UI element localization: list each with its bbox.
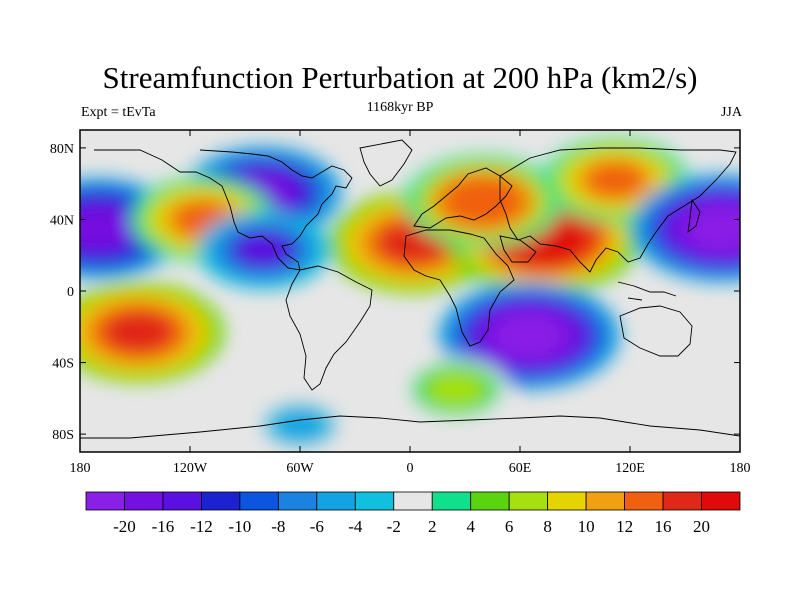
feature-11 bbox=[402, 357, 510, 422]
season-label: JJA bbox=[720, 105, 742, 120]
x-tick-label-1: 120W bbox=[173, 461, 208, 476]
x-tick-label-3: 0 bbox=[407, 461, 414, 476]
y-tick-label-2: 0 bbox=[67, 285, 74, 300]
feature-10-level-4 bbox=[103, 311, 174, 354]
colorbar-label-3: -10 bbox=[229, 517, 252, 536]
japan-coast bbox=[687, 198, 701, 234]
asia-coast bbox=[499, 147, 737, 273]
colorbar-label-11: 8 bbox=[543, 517, 552, 536]
feature-10 bbox=[80, 281, 224, 383]
colorbar-swatch-6 bbox=[316, 491, 356, 511]
y-tick-label-0: 80N bbox=[50, 142, 74, 157]
feature-12 bbox=[255, 398, 345, 452]
x-tick-label-6: 180 bbox=[730, 461, 751, 476]
colorbar-swatch-5 bbox=[277, 491, 318, 511]
feature-8 bbox=[630, 174, 740, 283]
greenland-coast bbox=[359, 139, 413, 187]
colorbar-swatch-7 bbox=[354, 491, 395, 511]
colorbar-swatch-11 bbox=[508, 491, 549, 511]
feature-12-level-4 bbox=[281, 414, 319, 437]
europe-coast bbox=[413, 167, 513, 229]
colorbar-label-1: -16 bbox=[152, 517, 175, 536]
north-america-coast bbox=[94, 149, 353, 271]
x-tick-label-5: 120E bbox=[615, 461, 645, 476]
maritime-continent-coast bbox=[617, 281, 677, 301]
colorbar-label-12: 10 bbox=[578, 517, 595, 536]
colorbar-swatch-12 bbox=[547, 491, 587, 511]
x-tick-label-2: 60W bbox=[286, 461, 314, 476]
colorbar-swatch-4 bbox=[239, 491, 279, 511]
coastlines bbox=[80, 139, 740, 439]
colorbar-swatch-14 bbox=[624, 491, 664, 511]
feature-7 bbox=[543, 137, 688, 223]
colorbar-label-13: 12 bbox=[616, 517, 633, 536]
colorbar-swatch-2 bbox=[162, 491, 202, 511]
feature-8-level-4 bbox=[683, 205, 740, 251]
colorbar-label-10: 6 bbox=[505, 517, 514, 536]
colorbar-swatch-3 bbox=[201, 491, 241, 511]
y-tick-label-1: 40N bbox=[50, 213, 74, 228]
y-tick-label-4: 80S bbox=[52, 428, 74, 443]
colorbar-label-0: -20 bbox=[113, 517, 136, 536]
colorbar-swatch-1 bbox=[124, 491, 164, 511]
colorbar-swatch-13 bbox=[585, 491, 625, 511]
feature-11-level-4 bbox=[433, 376, 479, 403]
colorbar-label-9: 4 bbox=[466, 517, 475, 536]
time-label: 1168kyr BP bbox=[366, 100, 434, 115]
field-contours bbox=[80, 137, 740, 452]
colorbar-label-7: -2 bbox=[387, 517, 401, 536]
x-tick-label-4: 60E bbox=[509, 461, 532, 476]
colorbar-swatch-10 bbox=[470, 491, 510, 511]
south-america-coast bbox=[285, 265, 373, 391]
colorbar-label-4: -8 bbox=[271, 517, 285, 536]
colorbar-label-15: 20 bbox=[693, 517, 710, 536]
y-tick-label-3: 40S bbox=[52, 357, 74, 372]
colorbar-label-5: -6 bbox=[310, 517, 324, 536]
colorbar-swatch-8 bbox=[393, 491, 433, 511]
colorbar-label-6: -4 bbox=[348, 517, 363, 536]
colorbar: -20 -16 -12 -10 -8 -6 -4 -2 2 4 6 8 10 12 16 20 bbox=[85, 491, 741, 536]
y-axis-ticks: 80N 40N 0 40S 80S bbox=[50, 142, 740, 443]
feature-9 bbox=[438, 281, 621, 390]
colorbar-swatch-16 bbox=[701, 491, 741, 511]
colorbar-swatch-9 bbox=[431, 491, 472, 511]
feature-7-level-4 bbox=[585, 162, 646, 198]
africa-coast bbox=[403, 229, 515, 347]
x-tick-label-0: 180 bbox=[70, 461, 91, 476]
feature-9-level-4 bbox=[491, 313, 567, 359]
page-title: Streamfunction Perturbation at 200 hPa (… bbox=[102, 60, 698, 95]
experiment-label: Expt = tEvTa bbox=[81, 105, 156, 120]
feature-3-level-4 bbox=[235, 233, 291, 267]
colorbar-label-14: 16 bbox=[655, 517, 672, 536]
colorbar-label-8: 2 bbox=[428, 517, 437, 536]
antarctica-coast bbox=[80, 415, 740, 439]
colorbar-swatch-15 bbox=[662, 491, 702, 511]
feature-6 bbox=[404, 155, 562, 249]
colorbar-label-2: -12 bbox=[190, 517, 213, 536]
feature-0-level-4 bbox=[80, 207, 134, 250]
arabia-coast bbox=[499, 235, 537, 263]
australia-coast bbox=[619, 305, 693, 357]
x-axis-ticks: 180 120W 60W 0 60E 120E 180 bbox=[70, 130, 751, 476]
colorbar-swatch-0 bbox=[85, 491, 125, 511]
